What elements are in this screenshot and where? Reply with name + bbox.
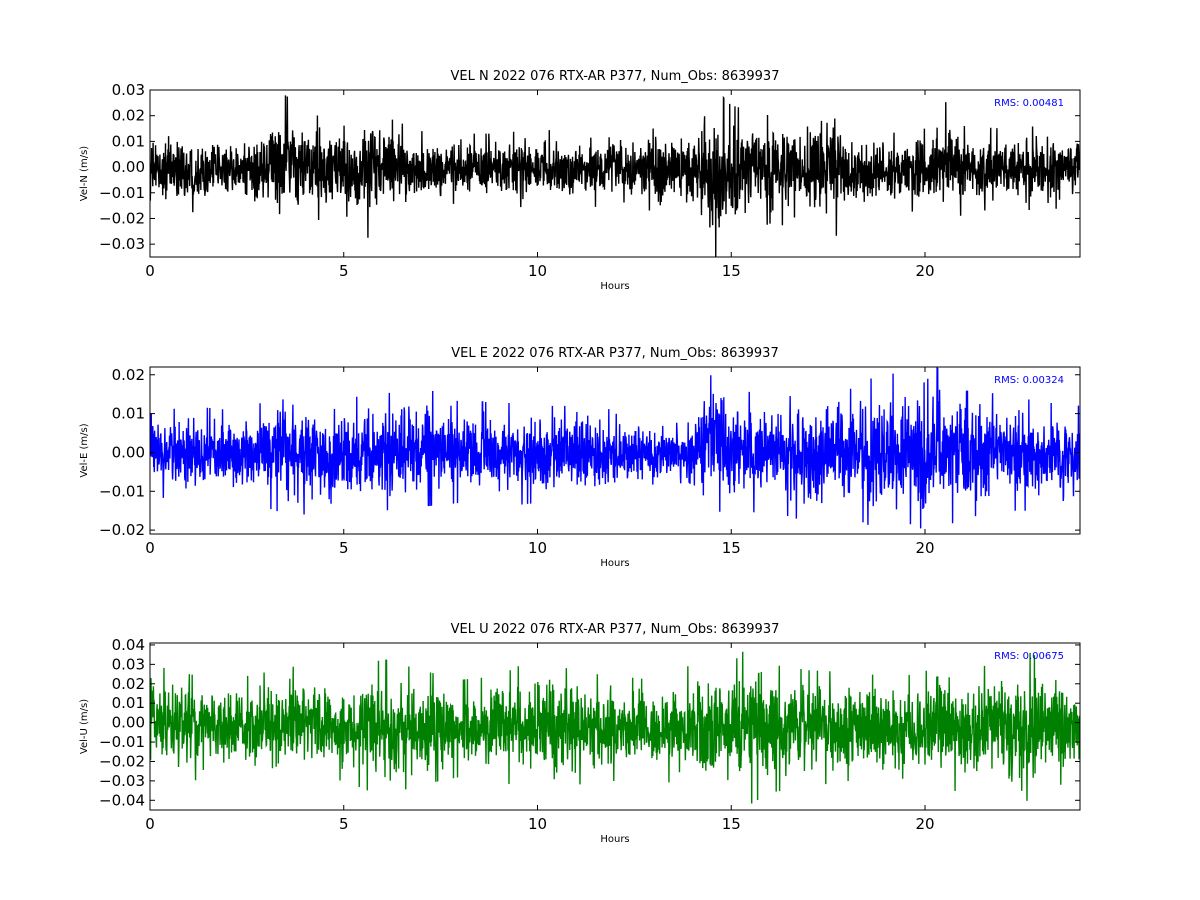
y-tick-label: −0.02 <box>99 752 145 770</box>
y-tick-label: 0.01 <box>112 694 145 712</box>
y-tick-label: 0.02 <box>112 675 145 693</box>
y-axis-label: Vel-E (m/s) <box>79 423 90 477</box>
axes-frame <box>149 366 1081 535</box>
x-tick-label: 5 <box>339 815 349 833</box>
rms-annotation: RMS: 0.00324 <box>994 375 1064 386</box>
x-axis-label: Hours <box>600 281 629 292</box>
axes-frame <box>149 89 1081 258</box>
x-tick-label: 20 <box>915 262 934 280</box>
x-tick-label: 15 <box>722 815 741 833</box>
x-tick-label: 5 <box>339 262 349 280</box>
y-tick-label: 0.03 <box>112 81 145 99</box>
y-tick-label: 0.01 <box>112 405 145 423</box>
y-tick-label: −0.02 <box>99 209 145 227</box>
x-tick-label: 15 <box>722 539 741 557</box>
panel-0: 0 5 10 15 20 0.03 0.02 0.01 0.00 −0.01 −0.02 −0.03 V… <box>79 69 1081 292</box>
y-tick-label: 0.04 <box>112 636 145 654</box>
panel-2: 0 5 10 15 20 0.040.03 0.020.01 0.00−0.01−0.02 −0… <box>79 622 1081 845</box>
x-tick-label: 10 <box>528 539 547 557</box>
rms-annotation: RMS: 0.00481 <box>994 98 1064 109</box>
chart-title: VEL E 2022 076 RTX-AR P377, Num_Obs: 863… <box>451 346 778 361</box>
x-tick-label: 20 <box>915 539 934 557</box>
x-tick-label: 10 <box>528 262 547 280</box>
x-axis-label: Hours <box>600 558 629 569</box>
chart-title: VEL N 2022 076 RTX-AR P377, Num_Obs: 863… <box>451 69 780 84</box>
y-axis-label: Vel-N (m/s) <box>79 146 90 201</box>
y-tick-label: −0.01 <box>99 733 145 751</box>
y-tick-label: 0.00 <box>112 714 145 732</box>
y-axis-label: Vel-U (m/s) <box>79 699 90 754</box>
x-tick-label: 0 <box>145 262 155 280</box>
y-tick-label: 0.02 <box>112 366 145 384</box>
y-tick-label: 0.00 <box>112 158 145 176</box>
y-tick-label: −0.03 <box>99 772 145 790</box>
y-tick-label: −0.03 <box>99 235 145 253</box>
x-tick-label: 15 <box>722 262 741 280</box>
y-tick-label: 0.03 <box>112 655 145 673</box>
y-tick-label: −0.01 <box>99 482 145 500</box>
rms-annotation: RMS: 0.00675 <box>994 651 1064 662</box>
series-line <box>150 367 1080 529</box>
y-tick-label: −0.02 <box>99 521 145 539</box>
y-tick-label: −0.04 <box>99 791 145 809</box>
y-tick-label: 0.00 <box>112 443 145 461</box>
x-tick-label: 10 <box>528 815 547 833</box>
y-tick-label: −0.01 <box>99 184 145 202</box>
series-line <box>150 95 1080 257</box>
panel-1: 0 5 10 15 20 0.02 0.01 0.00 −0.01 −0.02 VEL E 2022… <box>79 346 1081 569</box>
x-axis-label: Hours <box>600 834 629 845</box>
series-line <box>150 651 1080 804</box>
x-tick-label: 0 <box>145 815 155 833</box>
y-tick-label: 0.01 <box>112 132 145 150</box>
x-tick-label: 0 <box>145 539 155 557</box>
x-tick-label: 20 <box>915 815 934 833</box>
axes-frame <box>149 642 1081 811</box>
y-tick-label: 0.02 <box>112 107 145 125</box>
x-tick-label: 5 <box>339 539 349 557</box>
chart-title: VEL U 2022 076 RTX-AR P377, Num_Obs: 863… <box>451 622 780 637</box>
